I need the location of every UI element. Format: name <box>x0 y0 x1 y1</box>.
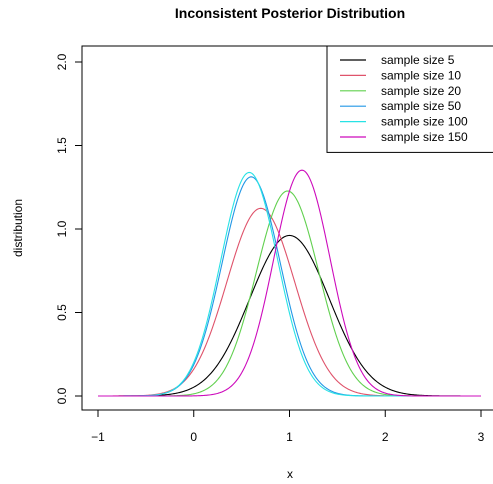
x-tick-label: 0 <box>190 430 197 444</box>
y-tick-label: 1.5 <box>55 137 69 154</box>
axes: −1 0 1 2 3 0.0 0.5 1.0 1.5 2.0 <box>55 53 485 444</box>
y-axis-label: distribution <box>11 199 25 257</box>
x-tick-label: 3 <box>478 430 485 444</box>
legend-box <box>326 45 493 153</box>
x-tick-label: 2 <box>382 430 389 444</box>
y-tick-label: 0.5 <box>55 304 69 321</box>
series-line-4 <box>98 176 481 397</box>
x-axis-label: x <box>287 467 293 481</box>
legend-label: sample size 50 <box>381 99 461 113</box>
series-line-1 <box>98 234 481 397</box>
legend-label: sample size 20 <box>381 84 461 98</box>
legend-label: sample size 100 <box>381 115 468 129</box>
y-tick-label: 0.0 <box>55 387 69 404</box>
chart-title: Inconsistent Posterior Distribution <box>175 5 405 21</box>
series-line-5 <box>98 171 481 397</box>
legend-label: sample size 150 <box>381 130 468 144</box>
y-tick-label: 1.0 <box>55 220 69 237</box>
x-tick-label: 1 <box>286 430 293 444</box>
series-line-3 <box>98 190 481 397</box>
y-tick-label: 2.0 <box>55 53 69 70</box>
x-tick-label: −1 <box>91 430 105 444</box>
series-line-6 <box>98 169 481 397</box>
legend-label: sample size 5 <box>381 53 455 67</box>
legend-label: sample size 10 <box>381 68 461 82</box>
curves <box>98 169 481 397</box>
